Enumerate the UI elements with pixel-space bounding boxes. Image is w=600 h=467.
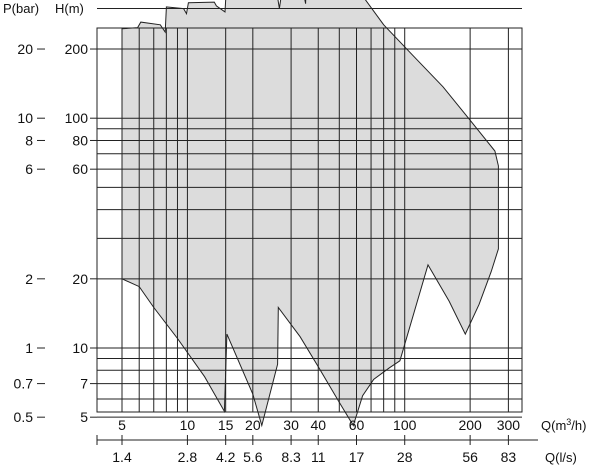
- head-tick-label: 200: [65, 41, 89, 57]
- flow-ls-tick-label: 2.8: [178, 449, 198, 465]
- head-tick-label: 60: [72, 161, 88, 177]
- coverage-area-layer: [121, 0, 499, 428]
- flow-m3h-tick-label: 20: [245, 417, 261, 433]
- flow-m3h-tick-label: 200: [458, 417, 482, 433]
- pressure-tick-label: 1: [25, 340, 33, 356]
- grid: [96, 8, 523, 418]
- pressure-tick-label: 0.7: [14, 376, 34, 392]
- flow-m3h-label-suffix: /h): [571, 418, 586, 433]
- head-tick-label: 7: [80, 376, 88, 392]
- pressure-tick-label: 20: [17, 41, 33, 57]
- flow-ls-tick-label: 17: [349, 449, 365, 465]
- flow-ls-tick-label: 11: [311, 449, 326, 465]
- flow-ls-tick-label: 4.2: [216, 449, 236, 465]
- head-tick-label: 20: [72, 271, 88, 287]
- head-tick-label: 5: [80, 409, 88, 425]
- flow-m3h-label-sup: 3: [566, 417, 571, 427]
- flow-m3h-tick-label: 40: [310, 417, 326, 433]
- plot-border: [96, 27, 523, 413]
- coverage-region: [121, 0, 499, 428]
- head-axis-label: H(m): [55, 1, 84, 16]
- pressure-tick-label: 0.5: [14, 409, 34, 425]
- flow-m3h-tick-label: 5: [118, 417, 126, 433]
- axes: 6040201086210.70.56004002001008060201075…: [14, 41, 538, 465]
- flow-m3h-tick-label: 10: [180, 417, 196, 433]
- pressure-axis-label: P(bar): [3, 1, 39, 16]
- flow-ls-tick-label: 83: [501, 449, 517, 465]
- flow-ls-tick-label: 1.4: [112, 449, 132, 465]
- head-tick-label: 10: [72, 340, 88, 356]
- pressure-tick-label: 8: [25, 132, 33, 148]
- head-tick-label: 80: [72, 132, 88, 148]
- pressure-tick-label: 2: [25, 271, 33, 287]
- flow-ls-tick-label: 5.6: [243, 449, 263, 465]
- flow-m3h-tick-label: 100: [393, 417, 417, 433]
- flow-ls-axis-label: Q(l/s): [545, 450, 577, 465]
- pressure-tick-label: 10: [17, 110, 33, 126]
- flow-ls-tick-label: 56: [462, 449, 478, 465]
- flow-ls-tick-label: 8.3: [281, 449, 301, 465]
- flow-ls-tick-label: 28: [397, 449, 413, 465]
- flow-m3h-tick-label: 15: [218, 417, 234, 433]
- flow-m3h-tick-label: 300: [497, 417, 521, 433]
- flow-m3h-tick-label: 60: [349, 417, 365, 433]
- flow-m3h-label-prefix: Q(m: [541, 418, 566, 433]
- flow-m3h-tick-label: 30: [283, 417, 299, 433]
- pressure-tick-label: 6: [25, 161, 33, 177]
- flow-m3h-axis-label: Q(m3/h): [541, 417, 586, 433]
- head-tick-label: 100: [65, 110, 89, 126]
